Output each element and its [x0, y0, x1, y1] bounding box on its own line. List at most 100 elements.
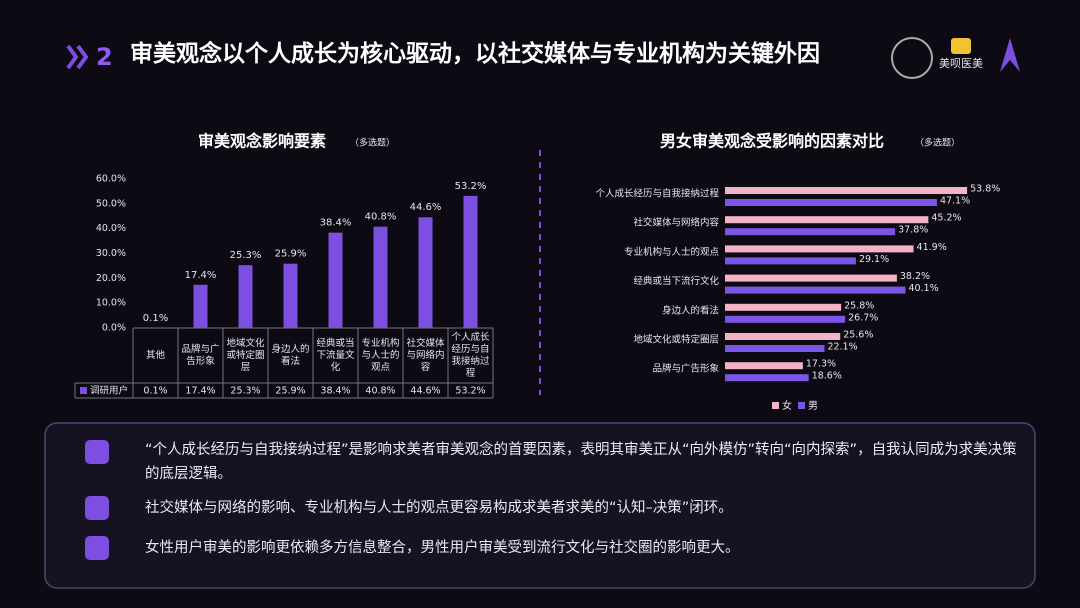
note-icon: [85, 536, 109, 560]
notes-box: [44, 422, 1036, 589]
value-label: 38.2%: [900, 271, 930, 282]
legend-label: 男: [808, 400, 818, 412]
title-icon: [76, 44, 89, 70]
slide-title: 审美观念以个人成长为核心驱动，以社交媒体与专业机构为关键外因: [130, 41, 820, 67]
y-tick-label: 20.0%: [96, 273, 126, 284]
bar: [328, 232, 343, 328]
bar: [725, 345, 825, 352]
logo-text: 美呗医美: [939, 57, 983, 70]
value-label: 53.8%: [970, 184, 1000, 195]
legend-swatch: [798, 402, 805, 409]
value-label: 25.8%: [844, 300, 874, 311]
value-label: 25.3%: [230, 250, 262, 261]
value-label: 18.6%: [812, 371, 842, 382]
bar: [725, 216, 929, 224]
bar: [238, 265, 253, 328]
y-tick-label: 10.0%: [96, 298, 126, 309]
bar: [418, 217, 433, 328]
value-label: 25.6%: [843, 330, 873, 341]
y-tick-label: 专业机构与人士的观点: [624, 246, 720, 258]
table-value: 53.2%: [455, 386, 485, 397]
logo: [1000, 38, 1020, 72]
value-label: 47.1%: [940, 196, 970, 207]
y-tick-label: 60.0%: [96, 174, 126, 185]
chart-subtitle: （多选题）: [350, 137, 395, 149]
bar: [725, 333, 841, 340]
value-label: 22.1%: [827, 342, 857, 353]
note: “个人成长经历与自我接纳过程”是影响求美者审美观念的首要因素，表明其审美正从“向…: [145, 442, 1017, 482]
value-label: 29.1%: [859, 254, 889, 265]
note: 女性用户审美的影响更依赖多方信息整合，男性用户审美受到流行文化与社交圈的影响更大…: [145, 540, 740, 556]
value-label: 25.9%: [275, 249, 307, 260]
bar: [283, 263, 298, 328]
value-label: 38.4%: [320, 218, 352, 229]
bar: [463, 195, 478, 328]
y-tick-label: 40.0%: [96, 223, 126, 234]
bar: [725, 374, 809, 382]
logo: [951, 38, 971, 54]
y-tick-label: 个人成长经历与自我接纳过程: [595, 188, 719, 200]
note-icon: [85, 440, 109, 464]
y-tick-label: 0.0%: [102, 323, 126, 334]
bar: [725, 257, 856, 265]
title-icon: [66, 44, 79, 70]
value-label: 40.1%: [908, 283, 938, 294]
x-tick-label: 社交媒体与网络内容: [406, 337, 445, 373]
y-tick-label: 地域文化或特定圈层: [633, 334, 719, 346]
x-tick-label: 身边人的看法: [271, 343, 309, 367]
chart-title: 男女审美观念受影响的因素对比: [660, 132, 884, 151]
y-tick-label: 经典或当下流行文化: [633, 275, 719, 287]
legend-swatch: [80, 387, 87, 394]
section-number: 2: [96, 43, 113, 71]
value-label: 45.2%: [931, 213, 961, 224]
legend-swatch: [772, 402, 779, 409]
chart-subtitle: （多选题）: [915, 137, 960, 149]
title-box: 审美观念以个人成长为核心驱动，以社交媒体与专业机构为关键外因: [130, 41, 820, 67]
table-value: 38.4%: [320, 386, 350, 397]
value-label: 17.3%: [806, 359, 836, 370]
y-tick-label: 30.0%: [96, 248, 126, 259]
table-value: 0.1%: [143, 386, 167, 397]
table-value: 44.6%: [410, 386, 440, 397]
x-tick-label: 品牌与广告形象: [181, 343, 219, 367]
bar: [193, 284, 208, 328]
y-tick-label: 50.0%: [96, 198, 126, 209]
x-tick-label: 经典或当下流量文化: [316, 337, 355, 373]
value-label: 41.9%: [917, 242, 947, 253]
chart-title: 审美观念影响要素: [198, 132, 326, 151]
bar: [725, 274, 897, 282]
value-label: 40.8%: [365, 212, 397, 223]
x-tick-label: 地域文化或特定圈层: [226, 337, 265, 373]
table-value: 17.4%: [185, 386, 215, 397]
bar: [725, 362, 803, 370]
bar: [725, 286, 906, 294]
x-tick-label: 个人成长经历与自我接纳过程: [451, 331, 490, 379]
table-value: 25.9%: [275, 386, 305, 397]
bar: [725, 228, 896, 236]
value-label: 0.1%: [143, 313, 168, 324]
value-label: 37.8%: [898, 225, 928, 236]
y-tick-label: 品牌与广告形象: [652, 363, 719, 375]
bar: [725, 199, 937, 206]
bar: [373, 226, 388, 328]
note: 社交媒体与网络的影响、专业机构与人士的观点更容易构成求美者求美的“认知–决策”闭…: [145, 500, 733, 516]
bar: [725, 303, 842, 311]
y-tick-label: 身边人的看法: [662, 304, 719, 316]
x-tick-label: 专业机构与人士的观点: [361, 337, 399, 373]
table-value: 25.3%: [230, 386, 260, 397]
logo: [891, 37, 933, 79]
table-value: 40.8%: [365, 386, 395, 397]
value-label: 53.2%: [455, 181, 487, 192]
note-icon: [85, 496, 109, 520]
bar: [725, 315, 846, 323]
value-label: 26.7%: [848, 312, 878, 323]
x-tick-label: 其他: [146, 349, 166, 361]
value-label: 44.6%: [410, 202, 442, 213]
y-tick-label: 社交媒体与网络内容: [633, 217, 719, 229]
legend-label: 女: [782, 399, 792, 412]
legend-label: 调研用户: [90, 385, 128, 397]
bar: [725, 245, 914, 253]
value-label: 17.4%: [185, 270, 217, 281]
